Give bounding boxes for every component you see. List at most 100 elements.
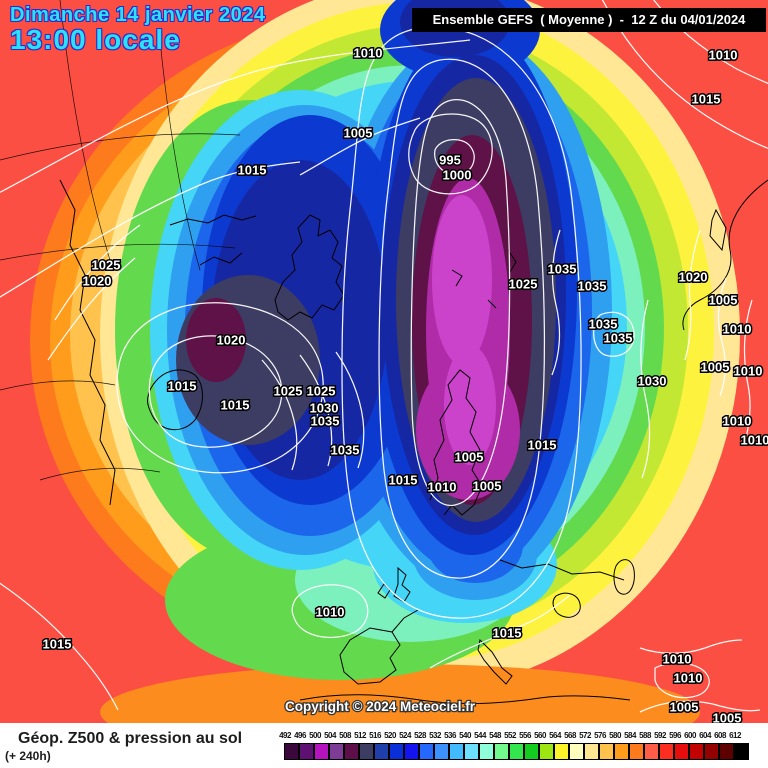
colorbar-cell — [629, 743, 644, 760]
pressure-label: 1035 — [604, 331, 633, 346]
pressure-label: 1005 — [455, 450, 484, 465]
colorbar-tick-label: 580 — [609, 731, 621, 740]
model-title-box: Ensemble GEFS ( Moyenne ) - 12 Z du 04/0… — [412, 8, 766, 32]
colorbar-tick-label: 516 — [369, 731, 381, 740]
isobars — [0, 0, 768, 713]
pressure-label: 1015 — [528, 438, 557, 453]
pressure-label: 1025 — [274, 384, 303, 399]
pressure-label: 1035 — [578, 279, 607, 294]
colorbar-tick-label: 576 — [594, 731, 606, 740]
pressure-label: 1020 — [217, 333, 246, 348]
colorbar-cell — [509, 743, 524, 760]
colorbar-tick-label: 520 — [384, 731, 396, 740]
pressure-label: 1035 — [331, 443, 360, 458]
colorbar-tick-label: 552 — [504, 731, 516, 740]
colorbar-tick-label: 492 — [279, 731, 291, 740]
colorbar-tick-label: 528 — [414, 731, 426, 740]
colorbar-cell — [539, 743, 554, 760]
colorbar-tick-label: 512 — [354, 731, 366, 740]
pressure-label: 1010 — [709, 48, 738, 63]
pressure-label: 1015 — [389, 473, 418, 488]
colorbar-cell — [659, 743, 674, 760]
colorbar-tick-label: 564 — [549, 731, 561, 740]
colorbar-tick-label: 508 — [339, 731, 351, 740]
pressure-label: 1015 — [221, 398, 250, 413]
pressure-label: 1020 — [83, 274, 112, 289]
pressure-label: 1015 — [43, 637, 72, 652]
pressure-label: 1015 — [493, 626, 522, 641]
colorbar-cell — [524, 743, 539, 760]
coastlines — [0, 0, 768, 705]
pressure-label: 1010 — [663, 652, 692, 667]
colorbar-tick-label: 596 — [669, 731, 681, 740]
colorbar-tick-label: 496 — [294, 731, 306, 740]
pressure-label: 1035 — [548, 262, 577, 277]
pressure-label: 995 — [439, 153, 461, 168]
pressure-label: 1025 — [92, 258, 121, 273]
pressure-label: 1005 — [473, 479, 502, 494]
pressure-label: 1035 — [589, 317, 618, 332]
pressure-label: 1030 — [310, 401, 339, 416]
copyright-text: Copyright © 2024 Meteociel.fr — [285, 699, 476, 714]
colorbar-cell — [569, 743, 584, 760]
colorbar-tick-label: 500 — [309, 731, 321, 740]
pressure-label: 1010 — [723, 414, 752, 429]
date-overlay: Dimanche 14 janvier 2024 13:00 locale — [10, 4, 265, 54]
pressure-label: 1005 — [709, 293, 738, 308]
colorbar-tick-label: 556 — [519, 731, 531, 740]
pressure-label: 1005 — [344, 126, 373, 141]
colorbar-tick-label: 600 — [684, 731, 696, 740]
colorbar-tick-label: 612 — [729, 731, 741, 740]
colorbar-cell — [734, 743, 749, 760]
colorbar-cell — [449, 743, 464, 760]
colorbar-cell — [599, 743, 614, 760]
pressure-label: 1010 — [428, 480, 457, 495]
pressure-label: 1010 — [741, 433, 768, 448]
colorbar-tick-label: 608 — [714, 731, 726, 740]
colorbar-cell — [494, 743, 509, 760]
pressure-label: 1025 — [509, 277, 538, 292]
date-text: Dimanche 14 janvier 2024 — [10, 4, 266, 26]
pressure-label: 1010 — [354, 46, 383, 61]
colorbar-tick-label: 536 — [444, 731, 456, 740]
parameter-label: Géop. Z500 & pression au sol — [18, 730, 243, 747]
colorbar-tick-label: 548 — [489, 731, 501, 740]
pressure-label: 1015 — [692, 92, 721, 107]
pressure-label: 1000 — [443, 168, 472, 183]
colorbar-tick-label: 592 — [654, 731, 666, 740]
pressure-label: 1010 — [316, 605, 345, 620]
colorbar-cell — [299, 743, 314, 760]
colorbar-tick-label: 544 — [474, 731, 486, 740]
colorbar-cell — [389, 743, 404, 760]
colorbar-tick-label: 568 — [564, 731, 576, 740]
colorbar-cell — [404, 743, 419, 760]
colorbar-tick-label: 524 — [399, 731, 411, 740]
pressure-label: 1025 — [307, 384, 336, 399]
colorbar-tick-label: 560 — [534, 731, 546, 740]
colorbar-tick-label: 572 — [579, 731, 591, 740]
z500-fill-layers — [0, 0, 768, 723]
pressure-label: 1010 — [734, 364, 763, 379]
colorbar-cell — [704, 743, 719, 760]
colorbar-tick-label: 504 — [324, 731, 336, 740]
colorbar-cell — [374, 743, 389, 760]
colorbar-cell — [329, 743, 344, 760]
colorbar-tick-label: 584 — [624, 731, 636, 740]
legend-bar: Géop. Z500 & pression au sol (+ 240h) 49… — [0, 723, 768, 768]
colorbar-cell — [344, 743, 359, 760]
pressure-label: 1015 — [168, 379, 197, 394]
colorbar-cell — [644, 743, 659, 760]
colorbar-cell — [554, 743, 569, 760]
colorbar-tick-label: 604 — [699, 731, 711, 740]
pressure-label: 1005 — [670, 700, 699, 715]
colorbar-cell — [614, 743, 629, 760]
pressure-label: 1020 — [679, 270, 708, 285]
pressure-label: 1015 — [238, 163, 267, 178]
colorbar-cell — [359, 743, 374, 760]
colorbar-cell — [674, 743, 689, 760]
colorbar-cell — [284, 743, 299, 760]
colorbar-cell — [434, 743, 449, 760]
